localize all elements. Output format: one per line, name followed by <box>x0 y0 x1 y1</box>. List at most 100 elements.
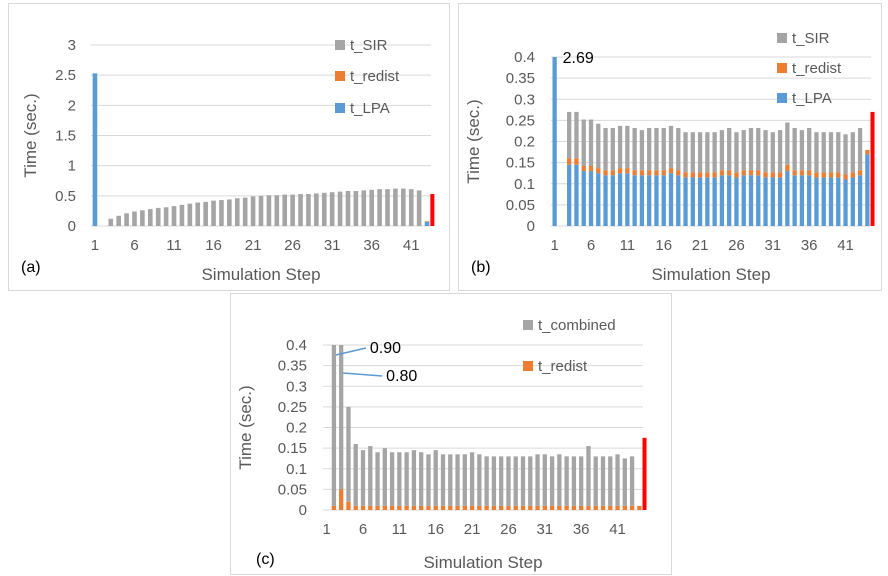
x-tick-label-c-1: 6 <box>359 521 367 538</box>
bar-b-t_SIR-17 <box>668 125 674 169</box>
bar-a-t_SIR-33 <box>345 191 351 226</box>
x-tick-label-c-0: 1 <box>322 521 330 538</box>
legend-label-a-t_redist: t_redist <box>350 68 400 85</box>
bar-c-t_redist-36 <box>579 505 584 510</box>
x-axis-title-a: Simulation Step <box>201 265 320 284</box>
bar-b-t_SIR-37 <box>814 132 819 173</box>
bar-b-t_SIR-31 <box>770 132 775 173</box>
bar-c-t_combined-17 <box>440 454 446 506</box>
bar-b-t_SIR-5 <box>581 119 586 167</box>
bar-c-t_redist-2 <box>331 505 337 510</box>
bar-c-t_redist-4 <box>346 501 351 510</box>
bar-b-t_SIR-8 <box>603 127 608 171</box>
bar-c-t_combined-3 <box>339 345 344 490</box>
x-tick-label-b-5: 26 <box>728 237 745 254</box>
bar-c-t_combined-42 <box>622 458 627 506</box>
bar-b-t_LPA-15 <box>654 175 659 226</box>
legend-label-c-t_combined: t_combined <box>538 317 616 334</box>
bar-b-t_redist-35 <box>799 170 805 176</box>
bar-a-t_SIR-11 <box>171 206 177 226</box>
bar-b-t_SIR-41 <box>843 134 848 175</box>
x-tick-label-a-8: 41 <box>403 237 420 254</box>
bar-a-t_SIR-19 <box>234 198 240 226</box>
bar-c-t_redist-41 <box>615 505 620 510</box>
bar-b-t_redist-26 <box>734 172 739 178</box>
legend-swatch-a-t_SIR <box>335 40 345 50</box>
bar-b-t_LPA-22 <box>705 177 710 226</box>
bar-b-t_LPA-12 <box>632 175 637 226</box>
bar-b-t_LPA-8 <box>603 175 608 226</box>
legend-label-b-t_redist: t_redist <box>792 60 842 77</box>
bar-c-t_redist-13 <box>411 505 417 510</box>
bar-b-t_redist-22 <box>705 172 710 178</box>
legend-swatch-b-t_SIR <box>777 33 787 43</box>
bar-c-t_redist-24 <box>491 505 497 510</box>
bar-c-t_combined-14 <box>419 452 424 506</box>
y-tick-label-a-6: 3 <box>68 37 76 54</box>
bar-b-t_SIR-19 <box>683 132 688 173</box>
bar-c-t_redist-25 <box>499 505 504 510</box>
bar-b-t_redist-3 <box>567 158 572 165</box>
bar-b-t_SIR-4 <box>574 111 579 159</box>
bar-c-t_combined-41 <box>615 454 620 506</box>
bar-b-t_redist-30 <box>763 172 768 178</box>
bar-b-t_redist-40 <box>836 172 841 178</box>
bar-b-t_redist-37 <box>814 172 819 178</box>
bar-b-t_redist-33 <box>785 164 790 172</box>
bar-b-t_SIR-35 <box>799 130 805 171</box>
bar-b-t_LPA-3 <box>567 164 572 226</box>
bar-b-t_LPA-26 <box>734 177 739 226</box>
bar-b-t_SIR-14 <box>647 127 652 171</box>
bar-a-t_SIR-21 <box>250 196 256 226</box>
bar-b-t_SIR-29 <box>756 127 761 171</box>
bar-c-t_redist-38 <box>593 505 598 510</box>
bar-a-t_SIR-28 <box>306 194 311 226</box>
legend-label-b-t_SIR: t_SIR <box>792 30 830 47</box>
bar-c-t_combined-11 <box>397 452 402 506</box>
bar-b-t_LPA-5 <box>581 171 586 226</box>
y-axis-title-b: Time (sec.) <box>464 99 483 183</box>
bar-b-t_SIR-30 <box>763 130 768 173</box>
bar-b-t_LPA-23 <box>712 177 717 226</box>
bar-b-t_SIR-42 <box>850 132 855 173</box>
bar-b-t_LPA-24 <box>719 175 725 226</box>
bar-b-t_SIR-40 <box>836 132 841 173</box>
annotation-b-0: 2.69 <box>563 50 594 67</box>
bar-b-t_LPA-18 <box>676 175 681 226</box>
bar-b-t_LPA-25 <box>727 175 732 226</box>
bar-b-t_redist-28 <box>748 170 754 176</box>
bar-b-t_redist-23 <box>712 172 717 178</box>
bar-b-t_SIR-18 <box>676 127 681 171</box>
bar-c-t_combined-19 <box>455 454 460 506</box>
bar-b-t_redist-14 <box>647 170 652 176</box>
bar-b-t_SIR-22 <box>705 132 710 173</box>
bar-b-t_SIR-28 <box>748 127 754 171</box>
bar-a-t_SIR-39 <box>393 188 398 226</box>
bar-b-t_LPA-38 <box>821 177 826 226</box>
bar-b-t_SIR-11 <box>625 125 630 169</box>
bar-b-t_LPA-20 <box>690 177 695 226</box>
bar-a-t_SIR-10 <box>163 207 169 226</box>
bar-a-t_SIR-24 <box>274 195 280 226</box>
bar-c-t_redist-3 <box>339 489 344 510</box>
bar-b-t_LPA-13 <box>639 175 645 226</box>
bar-c-t_combined-6 <box>360 450 366 506</box>
chart-panel-c: 0 0.05 0.1 0.15 0.2 0.25 0.3 0.35 0.4 1 6 11 16 21 26 3… <box>230 293 672 575</box>
x-tick-label-a-7: 36 <box>363 237 380 254</box>
bar-b-t_LPA-4 <box>574 164 579 226</box>
bar-c-t_redist-18 <box>448 505 453 510</box>
bar-a-t_SIR-7 <box>140 210 145 226</box>
bar-c-t_redist-35 <box>571 505 577 510</box>
bar-b-t_SIR-32 <box>777 130 783 173</box>
bar-b-t_LPA-19 <box>683 177 688 226</box>
y-tick-label-b-1: 0.05 <box>506 197 535 214</box>
bar-a-t_redist-43 <box>424 221 430 222</box>
bar-a-t_SIR-26 <box>290 194 295 226</box>
legend-swatch-c-t_redist <box>523 361 533 371</box>
bar-c-t_combined-40 <box>608 456 613 506</box>
bar-c-t_combined-10 <box>389 452 395 506</box>
x-tick-label-c-8: 41 <box>609 521 626 538</box>
bar-b-t_redist-18 <box>676 170 681 176</box>
bar-a-t_SIR-9 <box>155 207 161 226</box>
bar-b-t_redist-15 <box>654 170 659 176</box>
